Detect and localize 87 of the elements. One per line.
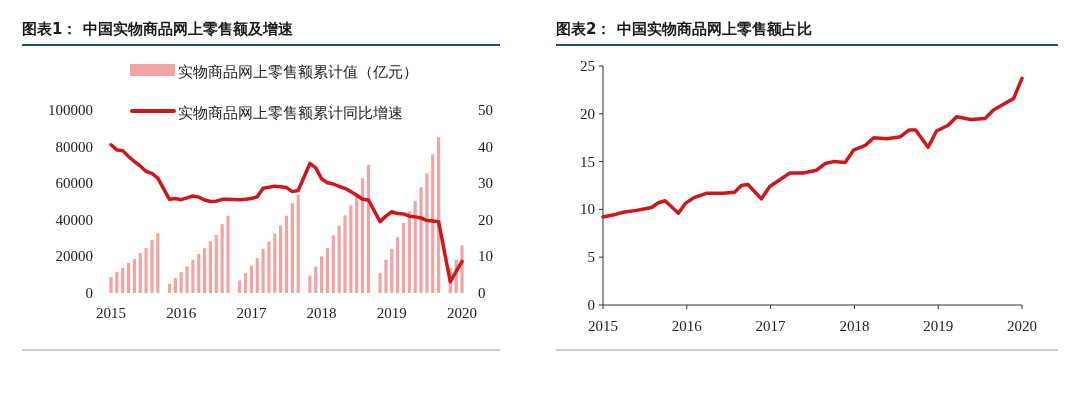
bar <box>156 233 160 293</box>
bar <box>360 178 365 293</box>
y-tick-label: 40000 <box>55 211 93 228</box>
bar <box>191 259 195 293</box>
bar <box>279 225 283 293</box>
y-tick-label: 80000 <box>55 138 93 155</box>
x-tick-label: 2018 <box>306 305 337 321</box>
y2-tick-label: 30 <box>478 175 493 192</box>
bar <box>355 196 359 293</box>
y2-tick-label: 40 <box>478 138 493 155</box>
x-tick-label: 2019 <box>923 318 954 334</box>
y-tick-label: 10 <box>580 201 595 218</box>
bar <box>226 215 230 293</box>
bar <box>214 234 218 293</box>
bar <box>109 277 113 293</box>
legend-label: 实物商品网上零售额累计同比增速 <box>178 105 403 121</box>
bar <box>203 248 207 293</box>
bar <box>331 235 335 293</box>
bar <box>460 245 464 293</box>
bar <box>197 254 201 293</box>
bar <box>249 265 253 293</box>
y-tick-label: 60000 <box>55 175 93 192</box>
bar <box>320 256 324 293</box>
bar <box>243 273 248 293</box>
y-tick-label: 100000 <box>48 102 93 118</box>
y-tick-label: 20 <box>580 105 595 122</box>
bar <box>179 271 183 293</box>
y-tick-label: 25 <box>580 58 595 74</box>
bar <box>238 280 242 293</box>
y2-tick-label: 20 <box>478 211 493 228</box>
bar <box>401 223 406 293</box>
bar <box>261 248 265 293</box>
bar <box>167 283 172 293</box>
x-tick-label: 2017 <box>755 318 787 334</box>
bar <box>419 187 423 293</box>
bar <box>325 248 330 293</box>
bar <box>144 248 148 293</box>
chart-title: 图表1： 中国实物商品网上零售额及增速 <box>22 20 294 38</box>
y2-tick-label: 0 <box>478 285 486 301</box>
bar <box>121 268 125 293</box>
y2-tick-label: 10 <box>478 248 493 265</box>
legend-label: 实物商品网上零售额累计值（亿元） <box>178 64 418 80</box>
bar <box>208 241 213 293</box>
x-tick-label: 2018 <box>839 318 870 334</box>
bar <box>425 173 429 293</box>
x-tick-label: 2015 <box>96 305 126 321</box>
bar <box>132 259 136 293</box>
line-series <box>601 76 1024 219</box>
bar <box>138 253 142 293</box>
bar <box>378 273 382 293</box>
y-tick-label: 5 <box>587 249 595 266</box>
bar <box>150 239 154 293</box>
bar <box>115 271 119 293</box>
x-tick-label: 2015 <box>588 318 618 334</box>
bar <box>308 275 312 293</box>
x-tick-label: 2020 <box>447 305 477 321</box>
bar <box>314 266 318 293</box>
bar <box>284 215 289 293</box>
x-tick-label: 2019 <box>376 305 407 321</box>
y-tick-label: 0 <box>85 285 93 301</box>
line-series <box>109 143 464 284</box>
x-tick-label: 2016 <box>671 318 703 334</box>
x-tick-label: 2020 <box>1007 318 1037 334</box>
bar <box>173 277 177 293</box>
chart-title: 图表2： 中国实物商品网上零售额占比 <box>556 20 812 38</box>
bar <box>396 237 400 293</box>
bar <box>255 258 259 293</box>
y-tick-label: 0 <box>587 297 595 313</box>
y-tick-label: 15 <box>580 153 595 170</box>
y2-tick-label: 50 <box>478 102 493 118</box>
bar <box>384 259 388 293</box>
bar <box>126 262 131 293</box>
x-tick-label: 2017 <box>236 305 267 321</box>
bar <box>343 215 347 293</box>
bar <box>185 266 189 293</box>
bar <box>290 203 294 293</box>
bar <box>431 154 435 293</box>
bar <box>296 194 300 293</box>
bar <box>220 224 224 293</box>
bar <box>267 241 271 293</box>
y-tick-label: 20000 <box>55 248 93 265</box>
bar <box>390 248 394 293</box>
x-tick-label: 2016 <box>166 305 197 321</box>
bar <box>349 205 353 293</box>
bar <box>337 225 341 293</box>
bar <box>366 164 370 293</box>
bar <box>273 233 277 293</box>
